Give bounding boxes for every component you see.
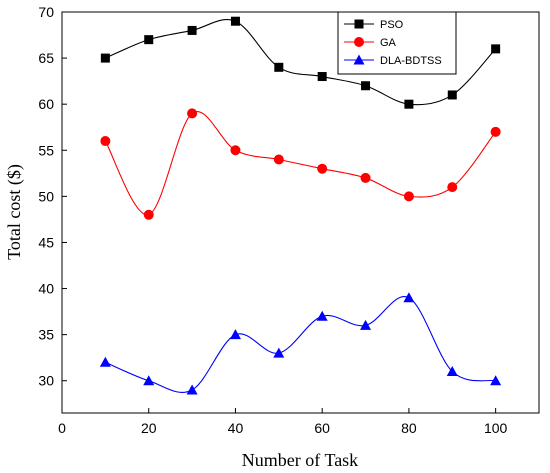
data-point-pso xyxy=(317,72,327,82)
legend-label: GA xyxy=(380,37,397,49)
legend-marker xyxy=(353,54,365,65)
plot-frame xyxy=(61,11,540,414)
data-point-dla-bdtss xyxy=(143,375,155,386)
data-point-dla-bdtss xyxy=(273,347,285,358)
data-point-dla-bdtss xyxy=(316,310,328,321)
axis-ticks: 0 20 40 60 80 100 30 35 40 45 50 55 60 65 70 xyxy=(38,4,507,436)
plot-series xyxy=(99,16,502,395)
data-point-pso xyxy=(144,35,154,45)
legend-label: PSO xyxy=(380,19,404,31)
data-point-dla-bdtss xyxy=(186,384,198,395)
data-point-dla-bdtss xyxy=(229,329,241,340)
data-point-dla-bdtss xyxy=(360,319,372,330)
y-tick-label: 45 xyxy=(38,234,54,250)
data-point-pso xyxy=(491,44,501,54)
data-point-ga xyxy=(230,145,241,156)
y-tick-label: 70 xyxy=(38,4,54,20)
x-tick-label: 80 xyxy=(401,420,417,436)
series-line-pso xyxy=(105,19,497,106)
data-point-dla-bdtss xyxy=(490,375,502,386)
x-tick-label: 60 xyxy=(314,420,330,436)
legend-label: DLA-BDTSS xyxy=(380,55,442,67)
x-tick-label: 0 xyxy=(58,420,66,436)
data-point-ga xyxy=(447,182,458,193)
y-tick-label: 35 xyxy=(38,327,54,343)
data-point-pso xyxy=(447,90,457,100)
legend: PSO GA DLA-BDTSS xyxy=(337,11,457,75)
x-tick-label: 40 xyxy=(228,420,244,436)
data-point-ga xyxy=(317,163,328,174)
data-point-dla-bdtss xyxy=(403,292,415,303)
y-tick-label: 55 xyxy=(38,142,54,158)
data-point-pso xyxy=(187,25,197,35)
data-point-ga xyxy=(360,172,371,183)
data-point-ga xyxy=(187,108,198,119)
y-axis-title: Total cost ($) xyxy=(4,164,25,260)
y-tick-label: 60 xyxy=(38,96,54,112)
x-axis-title: Number of Task xyxy=(242,450,358,470)
x-tick-label: 20 xyxy=(141,420,157,436)
data-point-pso xyxy=(274,62,284,72)
data-point-ga xyxy=(100,136,111,147)
data-point-ga xyxy=(273,154,284,165)
data-point-ga xyxy=(490,126,501,137)
x-tick-label: 100 xyxy=(484,420,508,436)
data-point-pso xyxy=(361,81,371,91)
data-point-ga xyxy=(143,209,154,220)
y-tick-label: 65 xyxy=(38,50,54,66)
series-line-dla-bdtss xyxy=(105,296,496,393)
data-point-pso xyxy=(100,53,110,63)
data-point-dla-bdtss xyxy=(99,356,111,367)
y-tick-label: 30 xyxy=(38,373,54,389)
data-point-ga xyxy=(403,191,414,202)
data-point-pso xyxy=(230,16,240,26)
data-point-pso xyxy=(404,99,414,109)
data-point-dla-bdtss xyxy=(446,366,458,377)
series-line-ga xyxy=(104,111,497,216)
y-tick-label: 50 xyxy=(38,188,54,204)
y-tick-label: 40 xyxy=(38,281,54,297)
legend-marker xyxy=(354,37,364,47)
legend-marker xyxy=(354,19,364,29)
